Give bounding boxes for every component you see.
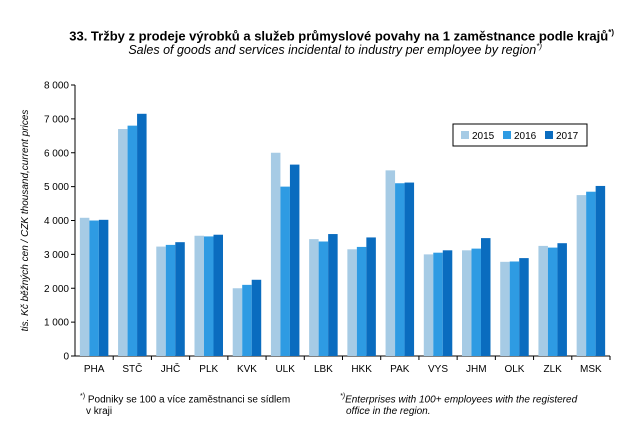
bar-2017 xyxy=(213,234,223,356)
x-tick-label: OLK xyxy=(504,364,524,375)
y-tick-label: 6 000 xyxy=(44,148,69,159)
footnote-english-marker: *) xyxy=(340,393,346,400)
bar-2015 xyxy=(156,246,166,356)
y-tick-label: 5 000 xyxy=(44,182,69,193)
bar-2016 xyxy=(395,183,405,356)
y-tick-label: 2 000 xyxy=(44,284,69,295)
x-tick-label: JHM xyxy=(466,364,487,375)
bar-2015 xyxy=(462,250,472,356)
bar-2015 xyxy=(538,245,548,356)
bar-2015 xyxy=(309,239,319,356)
x-tick-label: MSK xyxy=(580,364,602,375)
x-tick-label: PLK xyxy=(199,364,218,375)
footnote-english: *)Enterprises with 100+ employees with t… xyxy=(340,391,600,418)
x-tick-label: PAK xyxy=(390,364,410,375)
bar-2016 xyxy=(165,244,176,356)
chart-title-text: 33. Tržby z prodeje výrobků a služeb prů… xyxy=(69,28,609,44)
bar-2017 xyxy=(328,234,338,356)
bar-2015 xyxy=(576,195,587,356)
footnote-czech: *) Podniky se 100 a více zaměstnanci se … xyxy=(80,391,320,418)
x-tick-label: ULK xyxy=(275,364,295,375)
legend-swatch xyxy=(503,131,511,139)
footnote-czech-line1: Podniky se 100 a více zaměstnanci se síd… xyxy=(87,394,291,406)
y-tick-label: 8 000 xyxy=(44,81,69,92)
bar-2017 xyxy=(366,237,376,356)
bar-2016 xyxy=(547,247,558,356)
bar-2017 xyxy=(251,279,262,356)
bar-2017 xyxy=(595,185,606,356)
bar-2017 xyxy=(404,182,415,356)
bar-2017 xyxy=(175,242,185,356)
bar-2017 xyxy=(519,258,529,356)
bar-2015 xyxy=(423,254,434,356)
bar-2016 xyxy=(127,125,138,357)
bar-2017 xyxy=(442,250,453,356)
x-tick-label: KVK xyxy=(237,364,257,375)
bar-2017 xyxy=(289,164,300,356)
bar-2015 xyxy=(194,235,204,356)
legend-swatch xyxy=(545,131,553,139)
bar-2017 xyxy=(557,243,567,356)
x-tick-label: HKK xyxy=(351,364,372,375)
y-tick-label: 1 000 xyxy=(44,318,69,329)
y-tick-label: 0 xyxy=(63,352,69,363)
chart-subtitle: Sales of goods and services incidental t… xyxy=(0,42,542,57)
legend-label: 2017 xyxy=(556,131,579,142)
legend-label: 2015 xyxy=(472,131,495,142)
bar-2017 xyxy=(98,219,109,356)
bar-2016 xyxy=(433,252,443,356)
bar-2015 xyxy=(500,261,510,356)
legend-box xyxy=(452,123,588,147)
bar-chart: 0 1 000 2 000 3 000 4 000 5 000 6 000 7 000 8 00… xyxy=(20,81,611,375)
bar-2016 xyxy=(242,284,252,356)
x-tick-label: VYS xyxy=(428,364,448,375)
bar-2017 xyxy=(137,113,147,356)
bar-2015 xyxy=(79,217,90,356)
x-tick-label: PHA xyxy=(84,364,105,375)
bar-2015 xyxy=(347,249,357,356)
bar-2016 xyxy=(471,248,481,356)
footnote-czech-marker: *) xyxy=(80,393,86,400)
bar-2016 xyxy=(586,191,596,356)
chart-subtitle-text: Sales of goods and services incidental t… xyxy=(128,43,537,58)
chart-title: 33. Tržby z prodeje výrobků a služeb prů… xyxy=(0,28,614,43)
bar-2015 xyxy=(270,152,281,356)
legend-label: 2016 xyxy=(514,131,537,142)
x-tick-label: JHČ xyxy=(161,362,180,375)
bar-2015 xyxy=(118,129,128,356)
bar-2017 xyxy=(481,238,491,356)
bar-2016 xyxy=(204,236,214,356)
chart-title-marker: *) xyxy=(608,28,614,37)
footnote-english-line1: Enterprises with 100+ employees with the… xyxy=(345,394,578,406)
chart-subtitle-marker: *) xyxy=(536,42,542,51)
bar-2016 xyxy=(89,220,99,356)
y-tick-label: 3 000 xyxy=(44,250,69,261)
bar-2016 xyxy=(509,261,520,356)
legend-swatch xyxy=(461,131,469,139)
bar-2015 xyxy=(232,288,243,356)
bar-2016 xyxy=(280,186,290,356)
x-tick-label: STČ xyxy=(122,362,142,375)
bar-2015 xyxy=(385,170,396,356)
bar-2016 xyxy=(356,246,367,356)
y-axis-title: tis. Kč běžných cen / CZK thousand,curre… xyxy=(20,110,31,332)
x-tick-label: ZLK xyxy=(544,364,563,375)
bar-2016 xyxy=(318,241,329,356)
y-tick-label: 7 000 xyxy=(44,114,69,125)
footnote-czech-line2: v kraji xyxy=(86,406,113,418)
footnote-english-line2: office in the region. xyxy=(346,406,431,418)
y-tick-label: 4 000 xyxy=(44,216,69,227)
x-tick-label: LBK xyxy=(314,364,333,375)
